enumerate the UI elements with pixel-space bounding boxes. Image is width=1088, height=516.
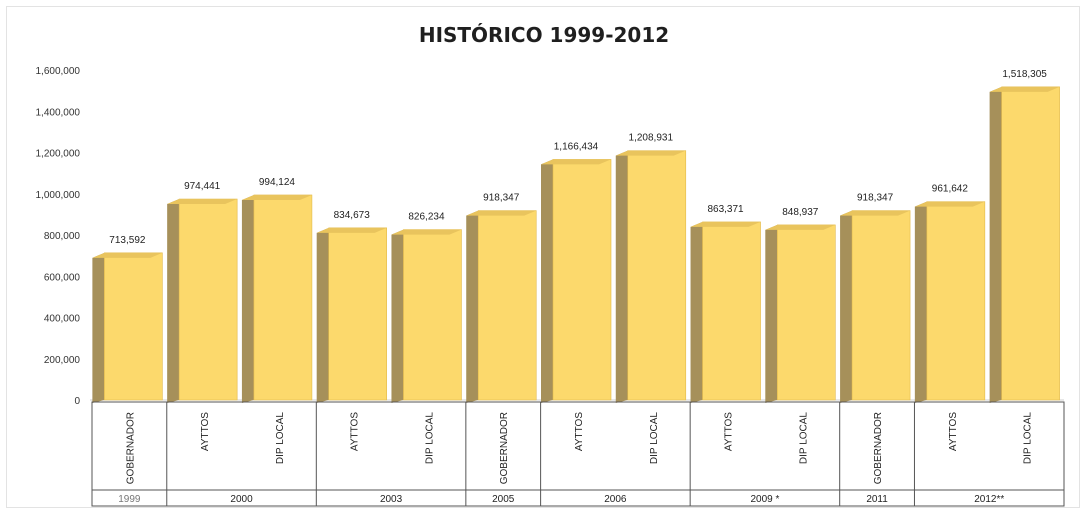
data-label: 918,347 bbox=[483, 193, 520, 204]
y-tick-label: 1,600,000 bbox=[36, 66, 81, 77]
bar-side bbox=[914, 201, 927, 403]
bar bbox=[627, 150, 687, 401]
bar-top bbox=[541, 159, 611, 165]
bar-top bbox=[92, 252, 163, 258]
group-year-label: 2009 * bbox=[750, 494, 779, 505]
data-label: 826,234 bbox=[408, 212, 445, 223]
data-label: 1,518,305 bbox=[1002, 69, 1047, 80]
data-label: 974,441 bbox=[184, 181, 221, 192]
y-tick-label: 800,000 bbox=[44, 231, 81, 242]
bar-side bbox=[92, 252, 105, 403]
bar-top bbox=[840, 210, 911, 216]
group-year-label: 2011 bbox=[866, 494, 888, 505]
data-labels: 713,592 974,441 994,124 834,673 826,234 918,3… bbox=[109, 69, 1047, 246]
bar-top bbox=[989, 86, 1060, 92]
bar bbox=[1001, 86, 1060, 401]
bar bbox=[403, 229, 462, 401]
category-label: DIP LOCAL bbox=[1023, 412, 1034, 464]
category-label: AYTTOS bbox=[724, 412, 735, 451]
data-label: 863,371 bbox=[707, 204, 744, 215]
bar bbox=[253, 194, 313, 401]
bar-side bbox=[765, 224, 778, 403]
bar bbox=[104, 252, 163, 401]
category-label: DIP LOCAL bbox=[424, 412, 435, 464]
bar-top bbox=[167, 199, 238, 205]
y-tick-label: 200,000 bbox=[44, 355, 81, 366]
bar-top bbox=[615, 150, 686, 156]
bar-top bbox=[391, 229, 462, 235]
chart-title: HISTÓRICO 1999-2012 bbox=[419, 23, 669, 47]
y-tick-label: 1,200,000 bbox=[36, 149, 81, 160]
bar bbox=[552, 159, 612, 401]
category-label: DIP LOCAL bbox=[649, 412, 660, 464]
data-label: 713,592 bbox=[109, 235, 146, 246]
data-label: 918,347 bbox=[857, 193, 894, 204]
group-year-label: 1999 bbox=[118, 494, 141, 505]
bar-side bbox=[391, 229, 404, 403]
bar-side bbox=[615, 150, 628, 403]
data-label: 961,642 bbox=[932, 184, 969, 195]
category-label: GOBERNADOR bbox=[873, 412, 884, 484]
data-label: 1,208,931 bbox=[629, 133, 674, 144]
group-year-label: 2012** bbox=[974, 494, 1004, 505]
y-tick-label: 600,000 bbox=[44, 272, 81, 283]
y-tick-label: 1,400,000 bbox=[36, 107, 81, 118]
bar-top bbox=[316, 227, 387, 233]
group-year-label: 2005 bbox=[492, 494, 515, 505]
bar bbox=[702, 221, 761, 401]
bar bbox=[477, 210, 537, 401]
category-label: DIP LOCAL bbox=[275, 412, 286, 464]
bar bbox=[178, 198, 238, 401]
group-year-label: 2003 bbox=[380, 494, 403, 505]
category-table: GOBERNADOR AYTTOS DIP LOCAL AYTTOS DIP LOCAL… bbox=[91, 401, 1065, 507]
category-label: AYTTOS bbox=[200, 412, 211, 451]
group-year-label: 2006 bbox=[604, 494, 627, 505]
group-year-label: 2000 bbox=[230, 494, 253, 505]
bar-side bbox=[989, 86, 1002, 403]
bar-side bbox=[241, 194, 254, 403]
bar-side bbox=[690, 221, 703, 403]
bar-side bbox=[167, 199, 180, 403]
category-label: GOBERNADOR bbox=[125, 412, 136, 484]
bar bbox=[777, 224, 836, 401]
data-label: 848,937 bbox=[782, 207, 819, 218]
bar bbox=[328, 227, 387, 401]
data-label: 1,166,434 bbox=[554, 141, 599, 152]
category-label: GOBERNADOR bbox=[499, 412, 510, 484]
bar-side bbox=[840, 210, 853, 403]
bar-top bbox=[765, 224, 836, 230]
bar-top bbox=[914, 201, 985, 207]
category-label: AYTTOS bbox=[948, 412, 959, 451]
y-tick-label: 400,000 bbox=[44, 314, 81, 325]
bar bbox=[926, 201, 986, 401]
bar-side bbox=[316, 227, 329, 403]
y-tick-label: 1,000,000 bbox=[36, 190, 81, 201]
bar-top bbox=[466, 210, 537, 216]
y-tick-label: 0 bbox=[74, 396, 80, 407]
category-label: DIP LOCAL bbox=[798, 412, 809, 464]
bar bbox=[851, 210, 911, 401]
category-label: AYTTOS bbox=[574, 412, 585, 451]
bar-top bbox=[241, 194, 312, 200]
data-label: 994,124 bbox=[259, 177, 296, 188]
bars bbox=[92, 86, 1060, 403]
category-label: AYTTOS bbox=[350, 412, 361, 451]
bar-side bbox=[541, 159, 553, 403]
table-border bbox=[91, 401, 1065, 507]
bar-top bbox=[690, 221, 761, 227]
bar-side bbox=[466, 210, 479, 403]
data-label: 834,673 bbox=[334, 210, 371, 221]
